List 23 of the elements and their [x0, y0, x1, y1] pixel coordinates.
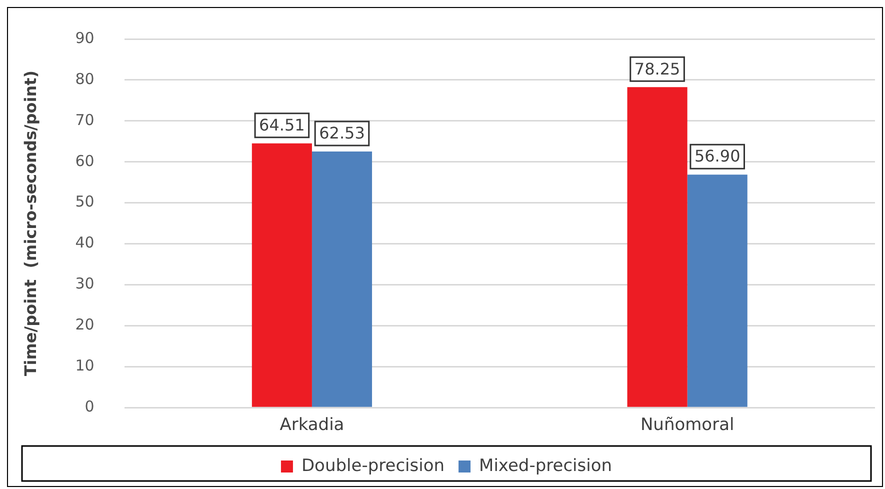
bar — [312, 152, 372, 407]
bar — [687, 174, 748, 407]
bar — [627, 87, 688, 407]
legend-label: Double-precision — [301, 456, 445, 476]
y-tick-label: 80 — [75, 70, 94, 88]
y-tick-label: 60 — [75, 152, 94, 170]
text: 64.51 — [259, 116, 305, 135]
y-tick-label: 10 — [75, 356, 94, 375]
y-tick-label: 50 — [75, 192, 94, 211]
x-tick-label: Arkadia — [280, 415, 344, 436]
y-tick-label: 70 — [75, 110, 94, 129]
text: 56.90 — [694, 146, 740, 166]
y-tick-label: 90 — [75, 28, 94, 47]
y-tick-label: 20 — [75, 316, 94, 334]
legend-label: Mixed-precision — [479, 456, 612, 476]
text: 62.53 — [319, 124, 365, 143]
y-tick-label: 30 — [75, 274, 94, 293]
y-tick-label: 40 — [75, 234, 94, 252]
text: 78.25 — [634, 59, 680, 78]
y-tick-label: 0 — [84, 397, 94, 416]
x-tick-label: Nuñomoral — [640, 415, 734, 436]
y-axis-title: Time/point (micro-seconds/point) — [20, 70, 40, 376]
bar — [252, 143, 312, 407]
